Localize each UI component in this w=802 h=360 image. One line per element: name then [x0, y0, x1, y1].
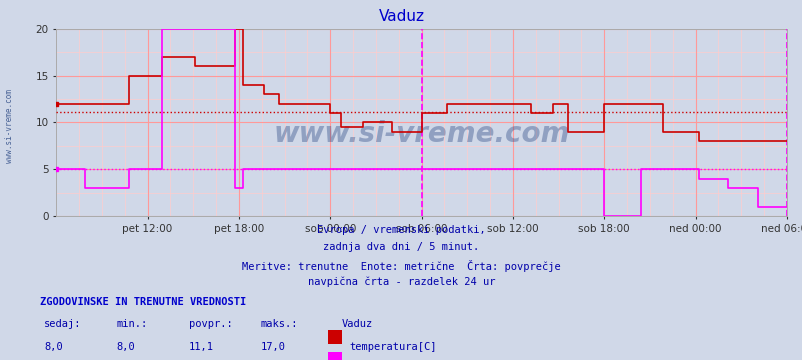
- Text: Vaduz: Vaduz: [378, 9, 424, 24]
- Text: povpr.:: povpr.:: [188, 319, 232, 329]
- Text: www.si-vreme.com: www.si-vreme.com: [273, 120, 569, 148]
- Text: www.si-vreme.com: www.si-vreme.com: [5, 89, 14, 163]
- Text: 8,0: 8,0: [116, 342, 135, 352]
- Text: navpična črta - razdelek 24 ur: navpična črta - razdelek 24 ur: [307, 277, 495, 287]
- Text: maks.:: maks.:: [261, 319, 298, 329]
- Text: Meritve: trenutne  Enote: metrične  Črta: povprečje: Meritve: trenutne Enote: metrične Črta: …: [242, 260, 560, 271]
- Text: 8,0: 8,0: [44, 342, 63, 352]
- Text: Vaduz: Vaduz: [341, 319, 372, 329]
- Text: sedaj:: sedaj:: [44, 319, 82, 329]
- Text: 11,1: 11,1: [188, 342, 213, 352]
- Text: zadnja dva dni / 5 minut.: zadnja dva dni / 5 minut.: [323, 242, 479, 252]
- Text: 17,0: 17,0: [261, 342, 286, 352]
- Text: min.:: min.:: [116, 319, 148, 329]
- Text: Evropa / vremenski podatki,: Evropa / vremenski podatki,: [317, 225, 485, 235]
- Text: ZGODOVINSKE IN TRENUTNE VREDNOSTI: ZGODOVINSKE IN TRENUTNE VREDNOSTI: [40, 297, 246, 307]
- Text: temperatura[C]: temperatura[C]: [349, 342, 436, 352]
